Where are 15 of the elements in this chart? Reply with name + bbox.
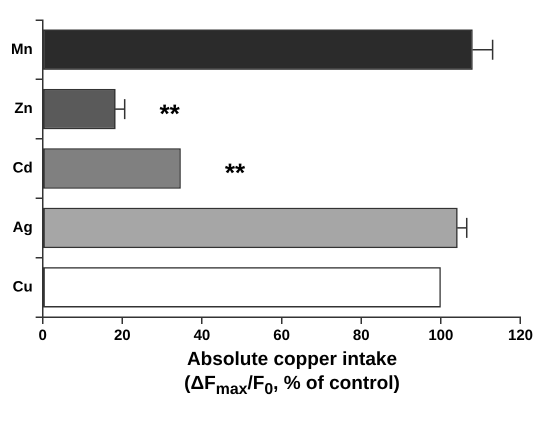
y-tick-label: Ag [12,219,33,236]
y-tick-label: Cd [12,160,33,177]
x-tick-label: 0 [38,327,47,344]
x-tick-label: 80 [352,327,370,344]
x-tick-label: 20 [114,327,131,344]
x-axis-title: Absolute copper intake (ΔF$_{max}$/F$_{0}$, % of control) [183,348,401,400]
x-tick-label: 100 [428,327,454,344]
x-tick-label: 120 [508,327,533,344]
y-tick-label: Zn [14,100,33,118]
annotation: ** [160,98,181,128]
y-tick-label: Cu [12,278,33,296]
x-tick-label: 60 [273,327,290,344]
annotation: ** [224,158,246,188]
x-tick-label: 40 [194,327,210,344]
y-tick-label: Mn [10,40,33,58]
